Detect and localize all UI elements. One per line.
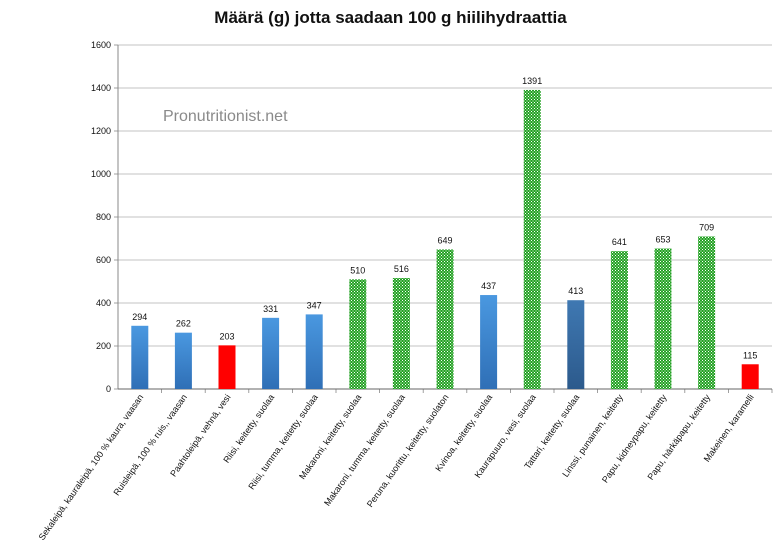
y-tick-label: 200: [96, 341, 111, 351]
y-tick-label: 600: [96, 255, 111, 265]
bar: [698, 236, 716, 389]
category-label: Peruna, kuorittu, keitetty, suolaton: [365, 392, 451, 509]
y-tick-label: 800: [96, 212, 111, 222]
category-label: Makeinen, karamelli: [702, 392, 756, 463]
data-label: 653: [655, 235, 670, 245]
data-label: 262: [176, 319, 191, 329]
bar: [131, 325, 149, 389]
bar: [436, 249, 454, 389]
y-tick-label: 1600: [91, 40, 111, 50]
watermark: Pronutritionist.net: [163, 108, 288, 125]
bar: [480, 295, 498, 389]
bar: [741, 364, 759, 389]
y-tick-label: 1200: [91, 126, 111, 136]
data-label: 709: [699, 223, 714, 233]
data-label: 347: [307, 300, 322, 310]
y-tick-label: 400: [96, 298, 111, 308]
y-tick-label: 1000: [91, 169, 111, 179]
data-label: 203: [219, 331, 234, 341]
data-label: 510: [350, 265, 365, 275]
data-label: 437: [481, 281, 496, 291]
bar: [392, 278, 410, 389]
bar: [262, 317, 280, 389]
bars-layer: [131, 89, 759, 389]
bar: [654, 248, 672, 389]
data-label: 413: [568, 286, 583, 296]
bar: [174, 332, 192, 389]
bar: [218, 345, 236, 389]
bar: [305, 314, 323, 389]
bar: [567, 300, 585, 389]
data-label: 294: [132, 312, 147, 322]
data-label: 1391: [522, 76, 542, 86]
bar: [523, 89, 541, 389]
data-label: 331: [263, 304, 278, 314]
data-label: 641: [612, 237, 627, 247]
data-label: 516: [394, 264, 409, 274]
category-label: Ruisleipä, 100 % ruis,, vaasan: [111, 392, 189, 497]
y-tick-label: 1400: [91, 83, 111, 93]
data-label: 115: [743, 350, 757, 360]
chart-title: Määrä (g) jotta saadaan 100 g hiilihydra…: [214, 8, 567, 27]
y-tick-label: 0: [106, 384, 111, 394]
data-label: 649: [437, 235, 452, 245]
category-label: Makaroni, tumma, keitetty, suolaa: [322, 392, 407, 507]
bar: [610, 251, 628, 389]
bar: [349, 279, 367, 389]
